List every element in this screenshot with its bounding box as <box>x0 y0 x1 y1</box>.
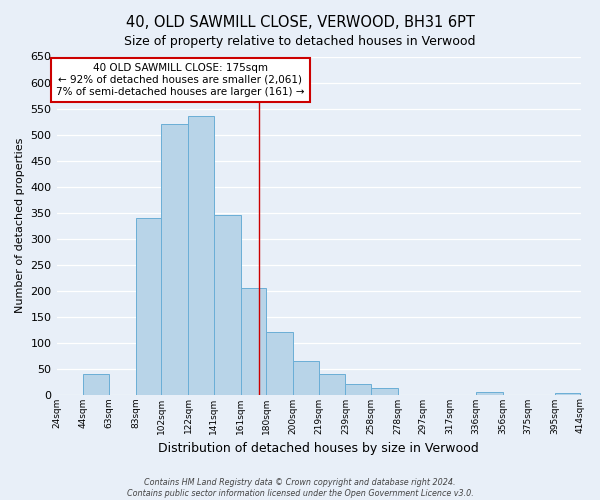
Bar <box>293 360 319 394</box>
Bar <box>319 374 346 394</box>
Bar <box>346 384 371 394</box>
Bar <box>136 218 161 394</box>
Bar <box>476 392 503 394</box>
Bar <box>266 332 293 394</box>
Bar <box>371 388 398 394</box>
Text: Contains HM Land Registry data © Crown copyright and database right 2024.
Contai: Contains HM Land Registry data © Crown c… <box>127 478 473 498</box>
Text: Size of property relative to detached houses in Verwood: Size of property relative to detached ho… <box>124 35 476 48</box>
Bar <box>83 374 109 394</box>
Bar <box>555 393 580 394</box>
Text: 40 OLD SAWMILL CLOSE: 175sqm
← 92% of detached houses are smaller (2,061)
7% of : 40 OLD SAWMILL CLOSE: 175sqm ← 92% of de… <box>56 64 304 96</box>
Y-axis label: Number of detached properties: Number of detached properties <box>15 138 25 313</box>
Bar <box>188 116 214 394</box>
Bar <box>161 124 188 394</box>
Bar <box>241 288 266 395</box>
X-axis label: Distribution of detached houses by size in Verwood: Distribution of detached houses by size … <box>158 442 479 455</box>
Bar <box>214 215 241 394</box>
Text: 40, OLD SAWMILL CLOSE, VERWOOD, BH31 6PT: 40, OLD SAWMILL CLOSE, VERWOOD, BH31 6PT <box>125 15 475 30</box>
